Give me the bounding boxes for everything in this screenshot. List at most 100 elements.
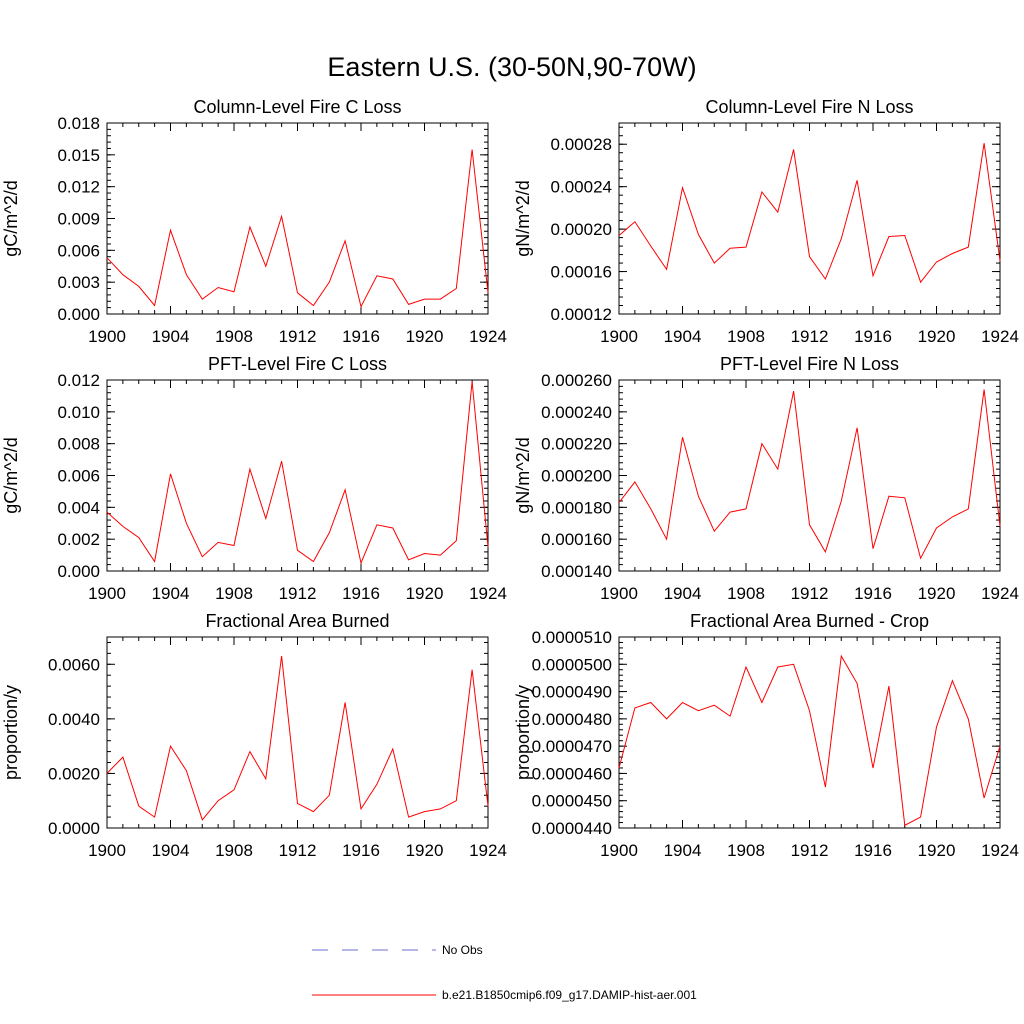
x-tick-label: 1912 (279, 584, 317, 603)
x-tick-label: 1908 (215, 327, 253, 346)
panel-title: Fractional Area Burned - Crop (690, 611, 929, 631)
y-tick-label: 0.008 (57, 435, 100, 454)
x-tick-label: 1904 (152, 584, 190, 603)
x-tick-label: 1924 (981, 327, 1019, 346)
y-tick-label: 0.012 (57, 371, 100, 390)
x-tick-label: 1908 (215, 841, 253, 860)
x-tick-label: 1904 (152, 327, 190, 346)
y-tick-label: 0.000240 (541, 403, 612, 422)
x-tick-label: 1924 (981, 584, 1019, 603)
y-tick-label: 0.0000480 (532, 710, 612, 729)
y-axis-label: gN/m^2/d (513, 180, 533, 256)
y-tick-label: 0.015 (57, 146, 100, 165)
y-tick-label: 0.0000510 (532, 628, 612, 647)
panel-2: Column-Level Fire N Loss gN/m^2/d 1900 1904… (513, 97, 1019, 346)
x-tick-label: 1924 (469, 584, 507, 603)
y-axis-label: gN/m^2/d (513, 437, 533, 513)
plot-frame (618, 636, 1001, 829)
series-line (106, 656, 489, 821)
y-tick-label: 0.0000450 (532, 792, 612, 811)
y-axis-label: proportion/y (513, 685, 533, 780)
x-tick-label: 1916 (854, 327, 892, 346)
x-tick-label: 1924 (469, 327, 507, 346)
panel-title: PFT-Level Fire N Loss (720, 354, 899, 374)
y-tick-label: 0.0000460 (532, 764, 612, 783)
y-axis-label: proportion/y (1, 685, 21, 780)
panel-title: PFT-Level Fire C Loss (208, 354, 387, 374)
panel-4: PFT-Level Fire N Loss gN/m^2/d 1900 1904 190… (513, 354, 1019, 603)
y-tick-label: 0.00016 (551, 263, 612, 282)
panel-5: Fractional Area Burned proportion/y 1900 19… (1, 611, 507, 860)
y-axis-label: gC/m^2/d (1, 180, 21, 256)
x-tick-label: 1900 (600, 841, 638, 860)
x-tick-label: 1912 (791, 841, 829, 860)
legend: No Obs b.e21.B1850cmip6.f09_g17.DAMIP-hi… (312, 943, 697, 1002)
x-tick-label: 1900 (88, 584, 126, 603)
series-line (618, 143, 1001, 284)
x-tick-label: 1904 (664, 327, 702, 346)
y-tick-label: 0.000 (57, 562, 100, 581)
y-tick-label: 0.00020 (551, 220, 612, 239)
y-tick-label: 0.0000500 (532, 655, 612, 674)
x-tick-label: 1908 (215, 584, 253, 603)
x-tick-label: 1912 (279, 327, 317, 346)
x-tick-label: 1916 (342, 841, 380, 860)
y-tick-label: 0.0000440 (532, 819, 612, 838)
y-tick-label: 0.0000470 (532, 737, 612, 756)
x-tick-label: 1916 (854, 584, 892, 603)
y-tick-label: 0.004 (57, 498, 100, 517)
plot-frame (106, 379, 489, 572)
x-tick-label: 1900 (600, 584, 638, 603)
x-tick-label: 1920 (918, 841, 956, 860)
y-tick-label: 0.000260 (541, 371, 612, 390)
y-tick-label: 0.00028 (551, 135, 612, 154)
y-tick-label: 0.000160 (541, 530, 612, 549)
x-tick-label: 1904 (664, 584, 702, 603)
x-tick-label: 1908 (727, 584, 765, 603)
panel-title: Column-Level Fire C Loss (193, 97, 401, 117)
y-tick-label: 0.00012 (551, 305, 612, 324)
y-tick-label: 0.0000 (48, 819, 100, 838)
series-line (618, 389, 1001, 560)
y-tick-label: 0.0060 (48, 655, 100, 674)
series-line (106, 149, 489, 309)
y-tick-label: 0.006 (57, 467, 100, 486)
y-tick-label: 0.0000490 (532, 683, 612, 702)
x-tick-label: 1912 (791, 584, 829, 603)
y-tick-label: 0.000180 (541, 498, 612, 517)
y-tick-label: 0.012 (57, 178, 100, 197)
y-tick-label: 0.000200 (541, 467, 612, 486)
y-tick-label: 0.009 (57, 210, 100, 229)
y-tick-label: 0.00024 (551, 178, 612, 197)
y-tick-label: 0.002 (57, 530, 100, 549)
x-tick-label: 1920 (918, 584, 956, 603)
x-tick-label: 1912 (279, 841, 317, 860)
x-tick-label: 1920 (918, 327, 956, 346)
legend-label-no-obs: No Obs (442, 943, 483, 957)
x-tick-label: 1900 (88, 327, 126, 346)
series-line (618, 654, 1001, 827)
plot-frame (106, 122, 489, 315)
legend-label-model-run: b.e21.B1850cmip6.f09_g17.DAMIP-hist-aer.… (442, 988, 697, 1002)
y-tick-label: 0.0020 (48, 764, 100, 783)
x-tick-label: 1916 (342, 327, 380, 346)
x-tick-label: 1912 (791, 327, 829, 346)
panel-title: Column-Level Fire N Loss (705, 97, 913, 117)
panel-title: Fractional Area Burned (205, 611, 389, 631)
x-tick-label: 1924 (981, 841, 1019, 860)
y-axis-label: gC/m^2/d (1, 437, 21, 513)
x-tick-label: 1924 (469, 841, 507, 860)
x-tick-label: 1900 (600, 327, 638, 346)
y-tick-label: 0.010 (57, 403, 100, 422)
x-tick-label: 1916 (854, 841, 892, 860)
y-tick-label: 0.006 (57, 241, 100, 260)
x-tick-label: 1900 (88, 841, 126, 860)
y-tick-label: 0.003 (57, 273, 100, 292)
y-tick-label: 0.018 (57, 114, 100, 133)
x-tick-label: 1904 (664, 841, 702, 860)
x-tick-label: 1920 (406, 327, 444, 346)
y-tick-label: 0.000 (57, 305, 100, 324)
x-tick-label: 1908 (727, 327, 765, 346)
x-tick-label: 1920 (406, 841, 444, 860)
